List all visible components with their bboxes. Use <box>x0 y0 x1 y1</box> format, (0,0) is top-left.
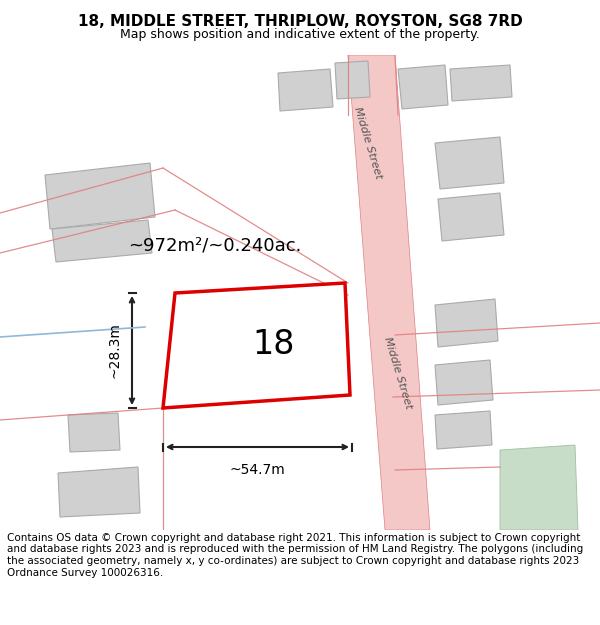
Polygon shape <box>438 193 504 241</box>
Text: 18: 18 <box>252 328 295 361</box>
Polygon shape <box>52 220 152 262</box>
Text: Middle Street: Middle Street <box>382 336 414 410</box>
Polygon shape <box>450 65 512 101</box>
Polygon shape <box>435 299 498 347</box>
Polygon shape <box>435 360 493 405</box>
Polygon shape <box>163 283 350 408</box>
Polygon shape <box>335 61 370 99</box>
Polygon shape <box>348 55 430 530</box>
Polygon shape <box>278 69 333 111</box>
Text: Map shows position and indicative extent of the property.: Map shows position and indicative extent… <box>120 28 480 41</box>
Polygon shape <box>398 65 448 109</box>
Polygon shape <box>45 163 155 229</box>
Polygon shape <box>500 445 578 530</box>
Text: 18, MIDDLE STREET, THRIPLOW, ROYSTON, SG8 7RD: 18, MIDDLE STREET, THRIPLOW, ROYSTON, SG… <box>77 14 523 29</box>
Text: ~972m²/~0.240ac.: ~972m²/~0.240ac. <box>128 236 302 254</box>
Text: ~28.3m: ~28.3m <box>108 322 122 378</box>
Polygon shape <box>68 413 120 452</box>
Polygon shape <box>435 411 492 449</box>
Polygon shape <box>435 137 504 189</box>
Text: Middle Street: Middle Street <box>352 106 384 180</box>
Polygon shape <box>58 467 140 517</box>
Text: Contains OS data © Crown copyright and database right 2021. This information is : Contains OS data © Crown copyright and d… <box>7 533 583 578</box>
Text: ~54.7m: ~54.7m <box>230 463 286 477</box>
